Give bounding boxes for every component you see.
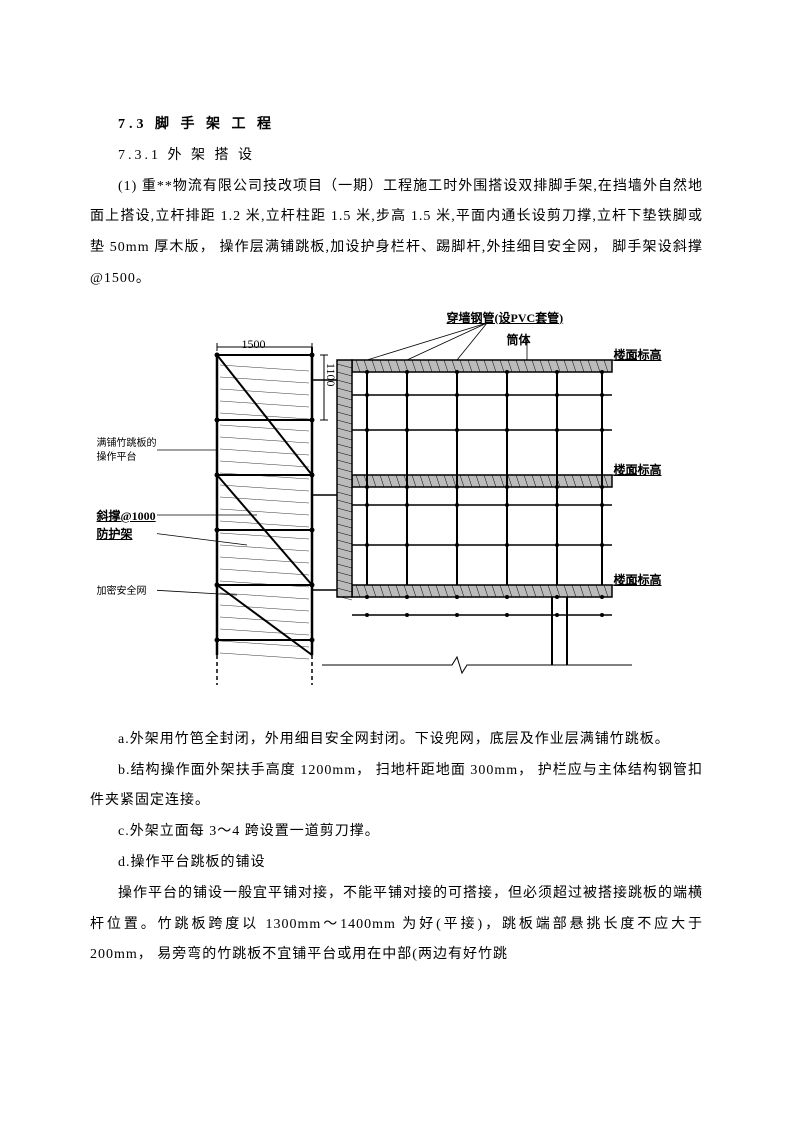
diagram-label: 楼面标高 bbox=[614, 457, 662, 483]
section-number: 7.3 bbox=[118, 117, 148, 132]
diagram-label: 加密安全网 bbox=[97, 581, 147, 603]
subsection-title-text: 外 架 搭 设 bbox=[168, 148, 256, 163]
paragraph-e: 操作平台的铺设一般宜平铺对接，不能平铺对接的可搭接，但必须超过被搭接跳板的端横杆… bbox=[90, 879, 703, 971]
paragraph-c: c.外架立面每 3～4 跨设置一道剪刀撑。 bbox=[90, 817, 703, 848]
subsection-title: 7.3.1 外 架 搭 设 bbox=[90, 141, 703, 172]
diagram-container: 穿墙钢管(设PVC套管)筒体楼面标高楼面标高楼面标高15001100满铺竹跳板的… bbox=[90, 305, 703, 695]
diagram-label: 防护架 bbox=[97, 521, 133, 547]
section-title: 7.3 脚 手 架 工 程 bbox=[90, 110, 703, 141]
paragraph-d: d.操作平台跳板的铺设 bbox=[90, 848, 703, 879]
diagram-label: 穿墙钢管(设PVC套管) bbox=[447, 305, 564, 331]
paragraph-1: (1) 重**物流有限公司技改项目（一期）工程施工时外围搭设双排脚手架,在挡墙外… bbox=[90, 172, 703, 295]
diagram-label: 1500 bbox=[242, 331, 266, 357]
diagram-label: 操作平台 bbox=[97, 447, 137, 469]
paragraph-b: b.结构操作面外架扶手高度 1200mm， 扫地杆距地面 300mm， 护栏应与… bbox=[90, 756, 703, 818]
scaffold-diagram: 穿墙钢管(设PVC套管)筒体楼面标高楼面标高楼面标高15001100满铺竹跳板的… bbox=[157, 305, 637, 695]
diagram-label: 楼面标高 bbox=[614, 567, 662, 593]
diagram-label: 筒体 bbox=[507, 327, 531, 353]
diagram-label: 楼面标高 bbox=[614, 342, 662, 368]
paragraph-a: a.外架用竹笆全封闭，外用细目安全网封闭。下设兜网，底层及作业层满铺竹跳板。 bbox=[90, 725, 703, 756]
subsection-number: 7.3.1 bbox=[118, 148, 161, 163]
section-title-text: 脚 手 架 工 程 bbox=[155, 117, 275, 132]
diagram-label: 1100 bbox=[318, 363, 344, 387]
